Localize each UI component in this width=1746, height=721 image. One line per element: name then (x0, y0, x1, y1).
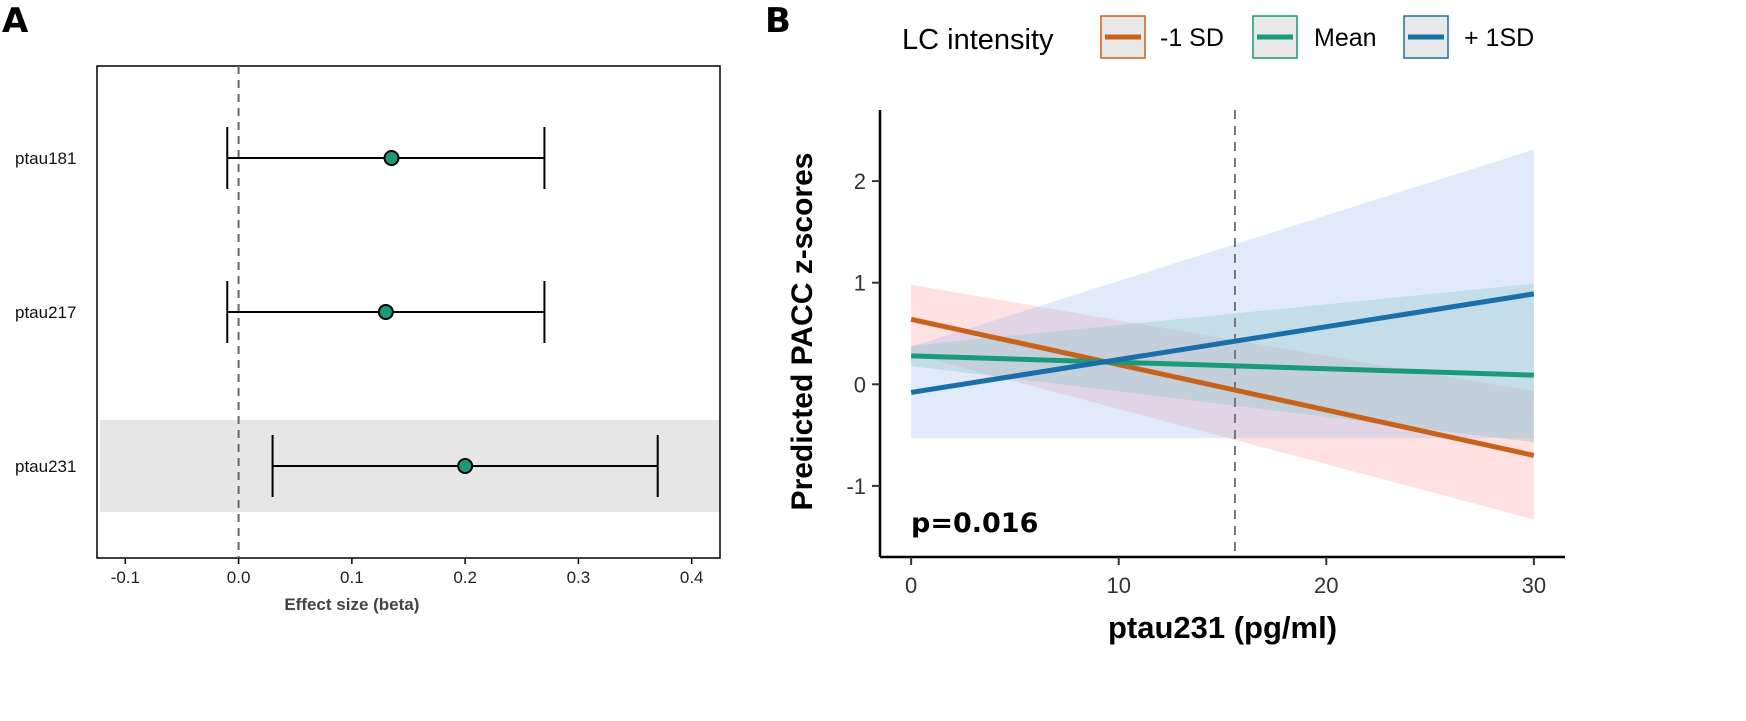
x-tick-label: 30 (1522, 573, 1546, 598)
series-line-1 (910, 316, 1535, 458)
ci-band-1 (911, 284, 1534, 520)
panel-a-letter: A (2, 1, 29, 41)
forest-row-ptau217: ptau217 (15, 281, 546, 343)
legend-label: -1 SD (1160, 24, 1224, 52)
x-tick-label: 0.1 (340, 568, 364, 587)
x-tick-label: 0.3 (567, 568, 591, 587)
ci-band-3 (911, 149, 1534, 439)
panel-b: 0 10 20 30 -1 0 1 2 ptau231 (pg/ml) Predicted … (786, 15, 1565, 645)
x-tick-label: 20 (1314, 573, 1338, 598)
plot-frame (96, 65, 721, 559)
estimate-point (457, 458, 474, 474)
panel-a: ptau181 ptau217 ptau231 -0.1 0.0 0.1 0.2 0.3 0.… (15, 65, 721, 614)
x-axis-title: Effect size (beta) (284, 595, 419, 614)
legend: LC intensity -1 SD Mean + 1SD (902, 15, 1534, 59)
row-label: ptau217 (15, 303, 76, 322)
row-label: ptau181 (15, 149, 76, 168)
y-tick-label: -1 (846, 474, 866, 499)
y-tick-label: 0 (854, 372, 866, 397)
series-line-2 (911, 353, 1534, 378)
legend-item-3: + 1SD (1403, 15, 1534, 59)
forest-row-ptau181: ptau181 (15, 127, 546, 189)
x-tick-label: 0.0 (227, 568, 251, 587)
y-tick-label: 1 (854, 271, 866, 296)
legend-label: + 1SD (1464, 24, 1534, 52)
x-tick-label: 0.4 (680, 568, 704, 587)
row-label: ptau231 (15, 457, 76, 476)
p-value-annotation: p=0.016 (911, 508, 1038, 539)
legend-label: Mean (1314, 24, 1377, 52)
legend-item-1: -1 SD (1100, 15, 1224, 59)
x-tick-label: 0.2 (453, 568, 477, 587)
y-tick-label: 2 (854, 169, 866, 194)
estimate-point (383, 150, 400, 166)
x-axis-title: ptau231 (pg/ml) (1108, 610, 1337, 645)
y-axis-title: Predicted PACC z-scores (786, 153, 819, 511)
legend-title: LC intensity (902, 24, 1054, 56)
x-tick-label: 10 (1106, 573, 1130, 598)
panel-b-letter: B (765, 1, 791, 41)
series-line-3 (910, 291, 1535, 395)
estimate-point (377, 304, 394, 320)
legend-item-2: Mean (1252, 15, 1377, 59)
x-tick-label: 0 (905, 573, 917, 598)
x-tick-label: -0.1 (111, 568, 140, 587)
ci-band-2 (911, 283, 1534, 443)
forest-row-ptau231: ptau231 (15, 435, 659, 497)
